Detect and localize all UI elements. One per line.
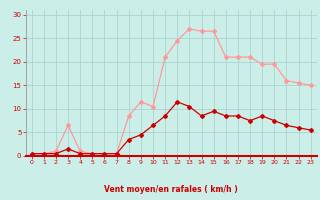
X-axis label: Vent moyen/en rafales ( km/h ): Vent moyen/en rafales ( km/h ) [104, 185, 238, 194]
